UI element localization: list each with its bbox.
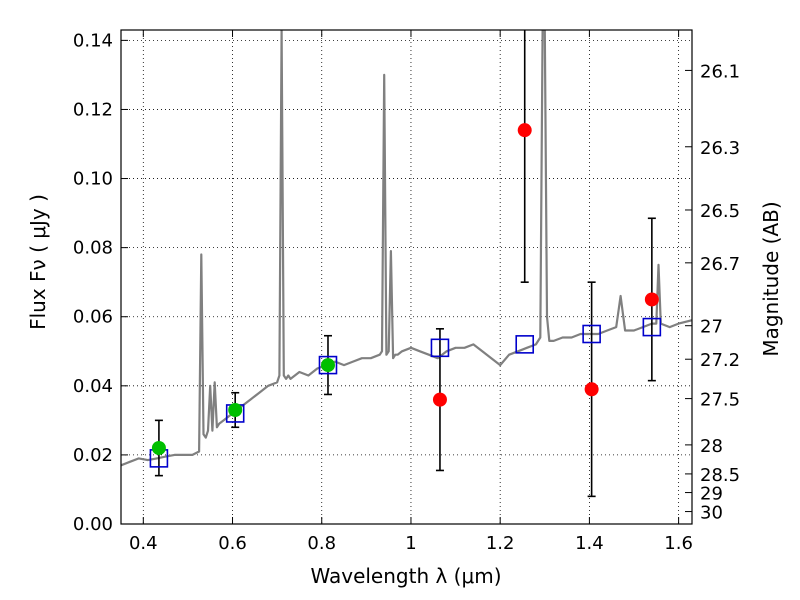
x-tick-label: 0.6 xyxy=(218,533,247,554)
y2-tick-label: 27 xyxy=(700,317,723,338)
flux-point xyxy=(584,382,599,397)
model-square-marker xyxy=(318,355,338,375)
y2-tick-label: 26.3 xyxy=(700,138,740,159)
y2-tick-label: 30 xyxy=(700,503,723,524)
flux-point xyxy=(432,392,447,407)
y2-tick-label: 26.5 xyxy=(700,201,740,222)
detection-point xyxy=(151,441,166,455)
flux-point xyxy=(517,123,532,138)
x-tick-label: 0.8 xyxy=(307,533,336,554)
y-tick-label: 0.04 xyxy=(73,376,113,397)
y2-tick-label: 29 xyxy=(700,484,723,505)
y-tick-label: 0.14 xyxy=(73,30,113,51)
flux-point xyxy=(644,292,659,307)
y-tick-label: 0.02 xyxy=(73,445,113,466)
model-square-marker xyxy=(582,324,601,344)
y-tick-label: 0.06 xyxy=(73,307,113,328)
x-tick-label: 1.6 xyxy=(664,533,693,554)
model-square-marker xyxy=(642,317,662,337)
x-tick-label: 1.2 xyxy=(486,533,515,554)
y-tick-label: 0.00 xyxy=(73,514,113,535)
y2-tick-label: 28.5 xyxy=(700,465,740,486)
y2-tick-label: 27.2 xyxy=(700,350,740,371)
x-axis-title: Wavelength λ (μm) xyxy=(310,564,501,588)
axis-ticks: 0.4 0.6 0.8 1 1.2 1.4 1.6 0.00 0.02 0.04 0.06 0.08 0… xyxy=(73,30,740,554)
y2-tick-label: 26.7 xyxy=(700,254,740,275)
x-tick-label: 1 xyxy=(405,533,416,554)
y2-axis-title: Magnitude (AB) xyxy=(759,201,783,356)
y2-tick-label: 27.5 xyxy=(700,390,740,411)
model-square-marker xyxy=(515,335,535,354)
y2-tick-label: 26.1 xyxy=(700,61,740,82)
y-tick-label: 0.08 xyxy=(73,238,113,259)
plot-data-clipped xyxy=(121,30,692,498)
x-tick-label: 1.4 xyxy=(575,533,604,554)
y2-tick-label: 28 xyxy=(700,436,723,457)
y-tick-label: 0.10 xyxy=(73,169,113,190)
y-axis-title: Flux Fν ( μJy ) xyxy=(26,194,50,330)
detection-point xyxy=(228,403,243,417)
plot-frame xyxy=(120,29,693,525)
plot-data xyxy=(121,30,692,498)
x-tick-label: 0.4 xyxy=(129,533,158,554)
y-tick-label: 0.12 xyxy=(73,99,113,120)
model-square-marker xyxy=(430,338,450,358)
spectrum-line xyxy=(121,30,692,467)
detection-point xyxy=(320,358,335,373)
